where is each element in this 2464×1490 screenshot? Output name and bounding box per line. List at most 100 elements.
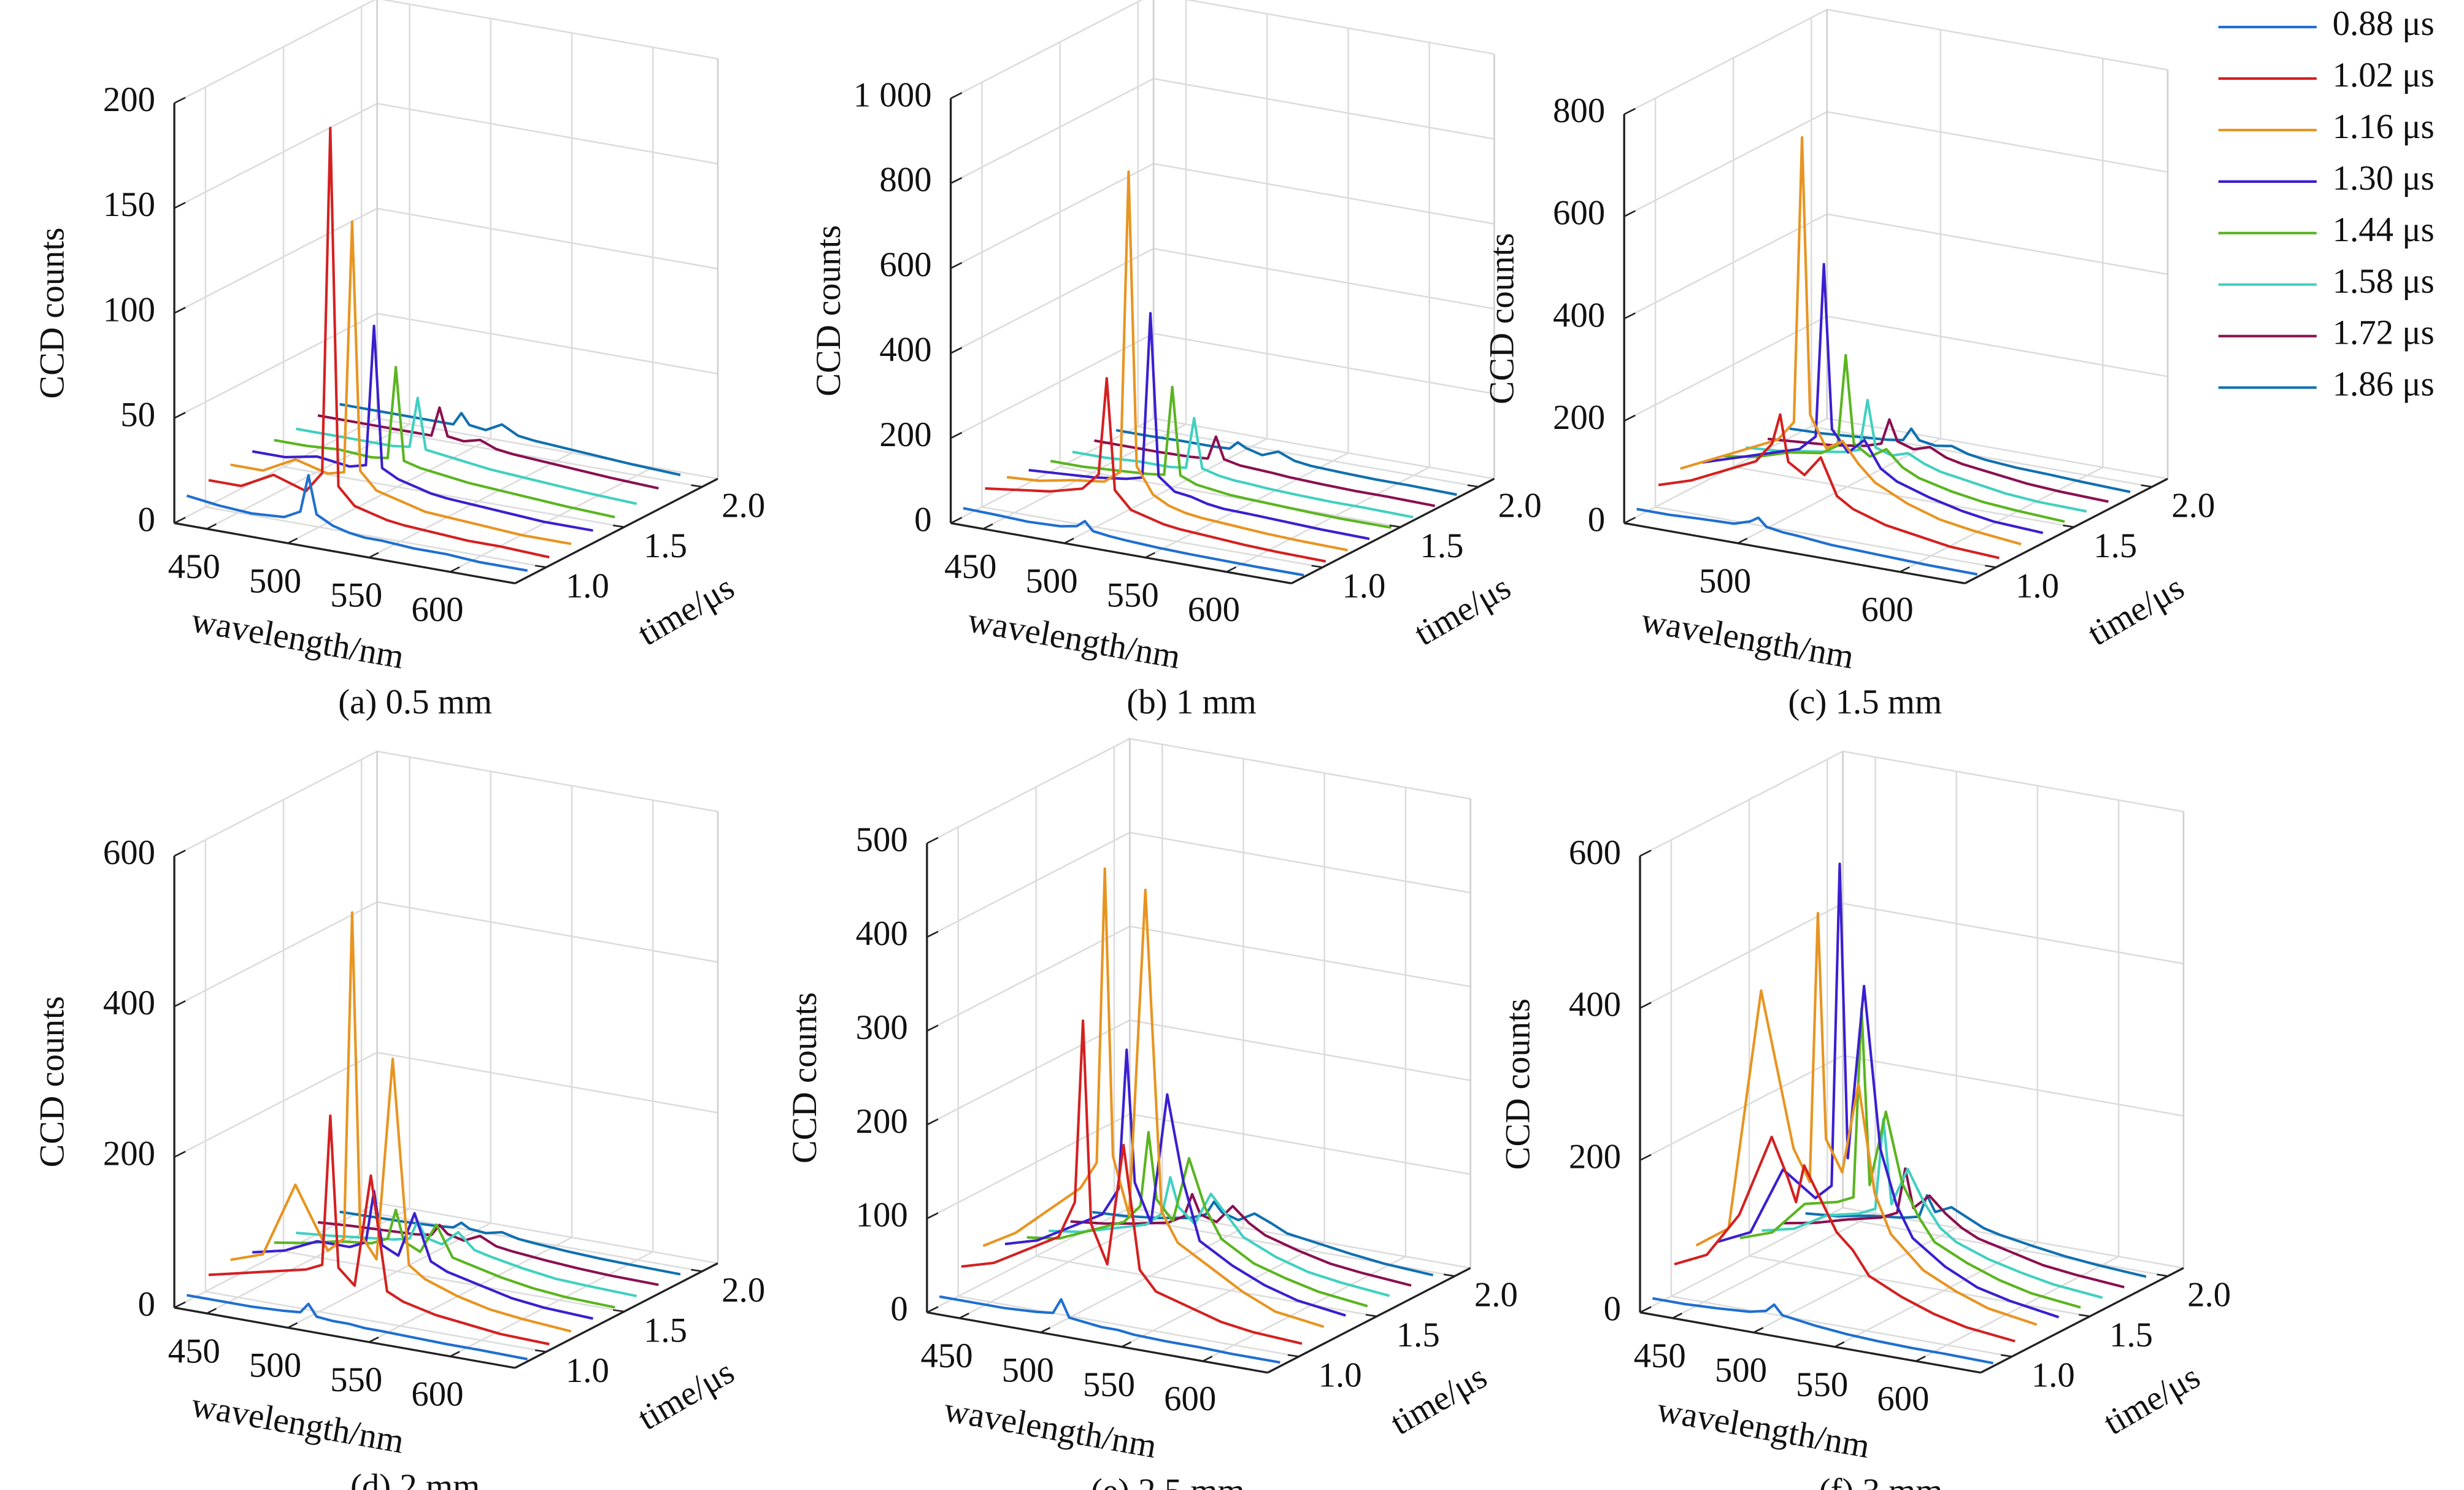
x-tick — [1040, 1327, 1051, 1334]
z-tick — [2000, 1354, 2012, 1357]
grid-line — [957, 827, 1299, 1357]
grid-line — [206, 4, 410, 530]
x-tick — [450, 1351, 460, 1357]
x-tick-label: 500 — [1715, 1351, 1767, 1389]
grid-line — [287, 771, 492, 1329]
y-tick-label: 400 — [1569, 986, 1621, 1024]
y-tick — [174, 412, 186, 419]
grid-line — [174, 1051, 718, 1158]
y-tick — [174, 1000, 186, 1008]
x-tick-label: 550 — [1796, 1365, 1848, 1404]
y-tick-label: 0 — [890, 1290, 907, 1329]
z-tick-label: 2.0 — [1498, 486, 1542, 525]
grid-line — [1672, 757, 1876, 1319]
spectrum-line — [1072, 417, 1414, 519]
spectrum-line — [1636, 508, 1978, 576]
z-tick-label: 2.0 — [1474, 1276, 1518, 1314]
grid-line — [1064, 14, 1268, 544]
z-tick-label: 2.0 — [722, 486, 765, 525]
x-tick-label: 600 — [411, 590, 463, 629]
y-tick-label: 0 — [1604, 1290, 1621, 1329]
grid-line — [368, 33, 573, 558]
spectrum-line — [208, 1114, 550, 1346]
x-tick — [1145, 552, 1155, 558]
grid-line — [1826, 759, 2168, 1277]
spectrum-line — [1050, 385, 1392, 529]
y-tick-label: 0 — [1588, 500, 1605, 539]
x-tick — [1753, 1327, 1764, 1334]
y-tick-label: 800 — [879, 161, 931, 199]
grid-line — [1915, 800, 2120, 1362]
caption: (c) 1.5 mm — [1788, 682, 1942, 721]
y-tick-label: 100 — [103, 290, 155, 329]
grid-line — [1753, 771, 1957, 1334]
x-axis-label: wavelength/nm — [1638, 601, 1857, 676]
z-tick — [691, 1268, 703, 1272]
spectrum-line — [1006, 170, 1348, 552]
spectrum-line — [1680, 136, 2022, 546]
z-axis — [514, 1262, 718, 1369]
spectrum-line — [296, 396, 637, 505]
x-tick-label: 550 — [330, 576, 382, 615]
x-axis — [1623, 522, 1965, 585]
caption: (a) 0.5 mm — [338, 682, 492, 721]
z-tick-label: 1.0 — [566, 567, 609, 606]
y-tick — [1639, 1002, 1652, 1009]
y-tick — [1623, 210, 1636, 217]
x-tick — [206, 523, 217, 530]
x-tick — [1121, 1341, 1132, 1348]
y-axis-label: CCD counts — [33, 228, 71, 399]
x-tick — [1672, 1313, 1682, 1319]
x-tick — [206, 1308, 217, 1314]
z-tick-label: 1.0 — [2015, 567, 2059, 606]
z-tick-label: 1.0 — [1319, 1356, 1362, 1395]
grid-line — [1623, 9, 2168, 115]
spectrum-line — [1004, 1048, 1346, 1317]
grid-line — [926, 1113, 1471, 1219]
y-tick-label: 100 — [856, 1196, 908, 1235]
grid-line — [174, 0, 718, 104]
spectrum-line — [985, 377, 1326, 563]
z-axis-label: time/μs — [2081, 568, 2190, 653]
grid-line — [449, 47, 654, 573]
spectrum-line — [317, 406, 659, 490]
y-tick-label: 200 — [879, 415, 931, 454]
grid-line — [1035, 787, 1377, 1318]
spectrum-line — [1761, 1118, 2103, 1299]
grid-line — [174, 750, 718, 857]
x-tick-label: 450 — [1634, 1337, 1686, 1375]
grid-line — [360, 6, 703, 488]
y-tick — [926, 836, 939, 844]
z-tick-label: 1.5 — [644, 1311, 687, 1349]
grid-line — [1834, 786, 2039, 1348]
y-tick-label: 0 — [138, 500, 155, 539]
y-tick-label: 300 — [856, 1008, 908, 1047]
x-tick — [287, 1322, 298, 1329]
x-tick-label: 450 — [944, 547, 996, 586]
z-tick-label: 1.5 — [2109, 1316, 2153, 1354]
spectrum-line — [961, 1019, 1303, 1345]
grid-line — [950, 247, 1495, 354]
y-tick-label: 600 — [1569, 833, 1621, 872]
spectrum-line — [1739, 1007, 2081, 1309]
spectrum-line — [1658, 413, 2000, 560]
y-tick-label: 600 — [103, 833, 155, 872]
spectrum-line — [208, 126, 550, 559]
caption: (d) 2 mm — [350, 1467, 480, 1490]
x-tick-label: 550 — [1083, 1365, 1135, 1404]
spectrum-line — [274, 1208, 615, 1309]
y-tick — [1623, 517, 1636, 524]
y-tick — [926, 1118, 939, 1125]
grid-line — [1748, 800, 2090, 1318]
y-tick — [174, 1151, 186, 1158]
y-tick-label: 500 — [856, 820, 908, 859]
grid-line — [360, 759, 703, 1272]
z-tick — [2063, 524, 2074, 528]
legend-label: 1.30 μs — [2333, 159, 2435, 198]
caption: (b) 1 mm — [1126, 682, 1256, 721]
spectrum-line — [1695, 911, 2038, 1326]
y-tick — [950, 92, 963, 99]
spectrum-line — [1652, 1297, 1994, 1365]
grid-line — [1137, 1, 1479, 488]
x-tick-label: 450 — [920, 1337, 972, 1375]
